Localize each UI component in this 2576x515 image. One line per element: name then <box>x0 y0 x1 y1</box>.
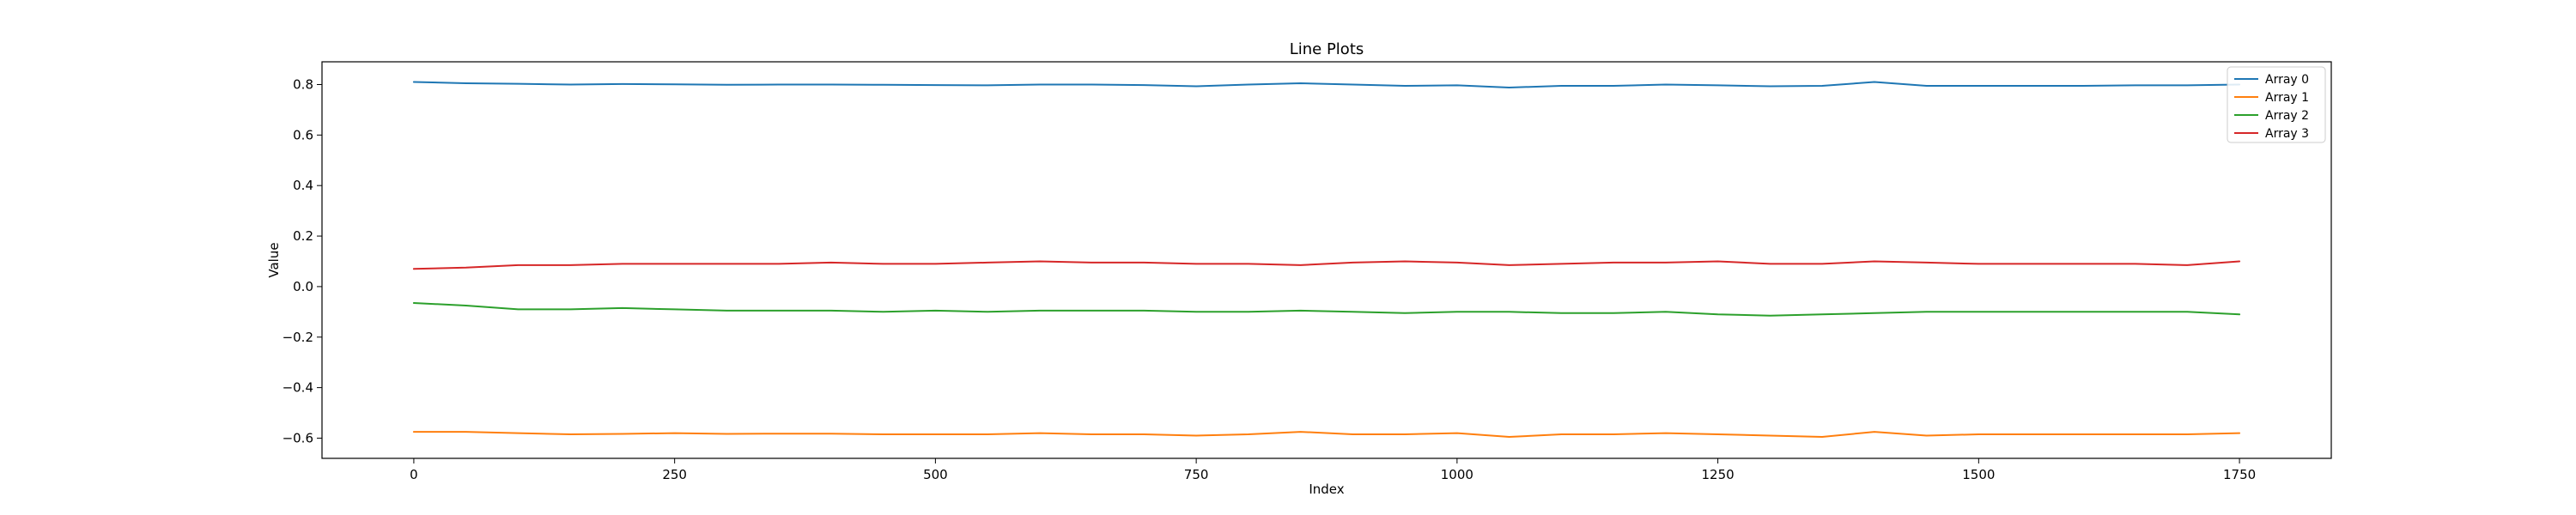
x-tick-label: 750 <box>1184 467 1209 482</box>
legend-label: Array 0 <box>2265 73 2309 87</box>
legend-box <box>2227 66 2326 143</box>
series-line-array-3 <box>412 260 2241 270</box>
x-tick-label: 1250 <box>1702 467 1735 482</box>
x-tick-label: 250 <box>662 467 687 482</box>
y-tick-label: 0.8 <box>293 76 313 92</box>
x-tick-label: 1750 <box>2223 467 2256 482</box>
series-line-array-0 <box>412 81 2241 88</box>
y-axis-label: Value <box>266 242 282 277</box>
y-tick-label: 0.0 <box>293 279 313 294</box>
y-tick-label: 0.4 <box>293 178 313 193</box>
series-line-array-2 <box>412 302 2241 317</box>
legend-label: Array 1 <box>2265 91 2309 105</box>
y-tick-label: 0.2 <box>293 228 313 244</box>
x-tick-label: 1000 <box>1441 467 1473 482</box>
plot-area-frame <box>321 61 2332 459</box>
y-tick-label: −0.6 <box>283 430 313 445</box>
x-tick-label: 1500 <box>1962 467 1995 482</box>
y-tick-label: 0.6 <box>293 127 313 142</box>
legend-label: Array 3 <box>2265 127 2309 141</box>
y-tick-label: −0.4 <box>283 380 313 396</box>
legend-label: Array 2 <box>2265 109 2309 123</box>
y-tick-label: −0.2 <box>283 330 313 345</box>
chart-title: Line Plots <box>1290 40 1364 58</box>
legend: Array 0 Array 1 Array 2 Array 3 <box>2227 66 2326 143</box>
y-axis: −0.6 −0.4 −0.2 0.0 0.2 0.4 0.6 0.8 <box>283 76 322 445</box>
series-line-array-1 <box>412 431 2241 438</box>
series-lines <box>412 81 2241 438</box>
x-axis-label: Index <box>1309 482 1344 497</box>
x-tick-label: 0 <box>410 467 418 482</box>
x-tick-label: 500 <box>923 467 948 482</box>
x-axis: 0 250 500 750 1000 1250 1500 1750 <box>410 458 2256 482</box>
